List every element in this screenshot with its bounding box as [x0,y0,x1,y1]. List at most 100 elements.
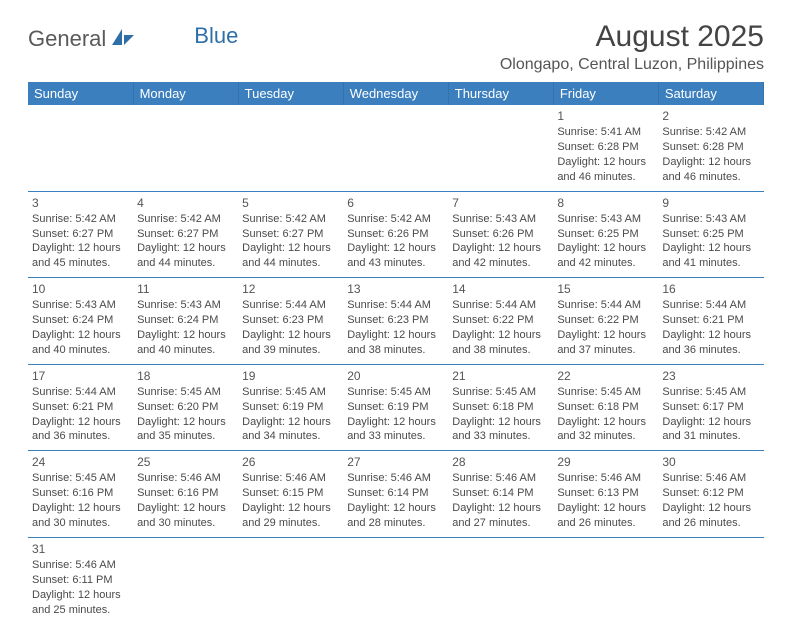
day-number: 29 [557,454,654,470]
calendar-empty [448,537,553,623]
sunset-line: Sunset: 6:23 PM [347,313,444,328]
day-number: 7 [452,195,549,211]
sunrise-line: Sunrise: 5:44 AM [347,298,444,313]
sunset-line: Sunset: 6:20 PM [137,400,234,415]
calendar-day: 6Sunrise: 5:42 AMSunset: 6:26 PMDaylight… [343,191,448,278]
day-number: 11 [137,281,234,297]
calendar-day: 16Sunrise: 5:44 AMSunset: 6:21 PMDayligh… [658,278,763,365]
calendar-week: 17Sunrise: 5:44 AMSunset: 6:21 PMDayligh… [28,364,764,451]
calendar-week: 10Sunrise: 5:43 AMSunset: 6:24 PMDayligh… [28,278,764,365]
sunset-line: Sunset: 6:13 PM [557,486,654,501]
sunrise-line: Sunrise: 5:43 AM [137,298,234,313]
weekday-header: Monday [133,82,238,105]
sunrise-line: Sunrise: 5:42 AM [137,212,234,227]
day-number: 9 [662,195,759,211]
daylight-line: Daylight: 12 hours and 42 minutes. [452,241,549,271]
sunset-line: Sunset: 6:28 PM [557,140,654,155]
sunrise-line: Sunrise: 5:45 AM [242,385,339,400]
daylight-line: Daylight: 12 hours and 38 minutes. [347,328,444,358]
sunrise-line: Sunrise: 5:46 AM [32,558,129,573]
month-title: August 2025 [500,20,764,54]
sunrise-line: Sunrise: 5:41 AM [557,125,654,140]
daylight-line: Daylight: 12 hours and 33 minutes. [347,415,444,445]
calendar-week: 24Sunrise: 5:45 AMSunset: 6:16 PMDayligh… [28,451,764,538]
sunrise-line: Sunrise: 5:43 AM [662,212,759,227]
calendar-day: 20Sunrise: 5:45 AMSunset: 6:19 PMDayligh… [343,364,448,451]
calendar-day: 26Sunrise: 5:46 AMSunset: 6:15 PMDayligh… [238,451,343,538]
sunrise-line: Sunrise: 5:42 AM [347,212,444,227]
day-number: 15 [557,281,654,297]
calendar-day: 12Sunrise: 5:44 AMSunset: 6:23 PMDayligh… [238,278,343,365]
calendar-empty [343,537,448,623]
calendar-day: 10Sunrise: 5:43 AMSunset: 6:24 PMDayligh… [28,278,133,365]
calendar-day: 15Sunrise: 5:44 AMSunset: 6:22 PMDayligh… [553,278,658,365]
daylight-line: Daylight: 12 hours and 30 minutes. [137,501,234,531]
calendar-day: 4Sunrise: 5:42 AMSunset: 6:27 PMDaylight… [133,191,238,278]
sunset-line: Sunset: 6:26 PM [347,227,444,242]
day-number: 12 [242,281,339,297]
weekday-header: Wednesday [343,82,448,105]
sunset-line: Sunset: 6:18 PM [452,400,549,415]
calendar-day: 31Sunrise: 5:46 AMSunset: 6:11 PMDayligh… [28,537,133,623]
daylight-line: Daylight: 12 hours and 42 minutes. [557,241,654,271]
sunrise-line: Sunrise: 5:44 AM [557,298,654,313]
day-number: 27 [347,454,444,470]
sunrise-line: Sunrise: 5:45 AM [452,385,549,400]
daylight-line: Daylight: 12 hours and 32 minutes. [557,415,654,445]
daylight-line: Daylight: 12 hours and 40 minutes. [137,328,234,358]
sunset-line: Sunset: 6:12 PM [662,486,759,501]
daylight-line: Daylight: 12 hours and 45 minutes. [32,241,129,271]
sunrise-line: Sunrise: 5:43 AM [32,298,129,313]
daylight-line: Daylight: 12 hours and 25 minutes. [32,588,129,618]
weekday-header-row: SundayMondayTuesdayWednesdayThursdayFrid… [28,82,764,105]
sunrise-line: Sunrise: 5:44 AM [452,298,549,313]
calendar-day: 27Sunrise: 5:46 AMSunset: 6:14 PMDayligh… [343,451,448,538]
daylight-line: Daylight: 12 hours and 29 minutes. [242,501,339,531]
title-block: August 2025 Olongapo, Central Luzon, Phi… [500,20,764,74]
calendar-empty [448,105,553,191]
sunrise-line: Sunrise: 5:46 AM [242,471,339,486]
day-number: 31 [32,541,129,557]
day-number: 4 [137,195,234,211]
daylight-line: Daylight: 12 hours and 46 minutes. [662,155,759,185]
daylight-line: Daylight: 12 hours and 30 minutes. [32,501,129,531]
daylight-line: Daylight: 12 hours and 46 minutes. [557,155,654,185]
calendar-day: 23Sunrise: 5:45 AMSunset: 6:17 PMDayligh… [658,364,763,451]
weekday-header: Sunday [28,82,133,105]
sunset-line: Sunset: 6:28 PM [662,140,759,155]
day-number: 8 [557,195,654,211]
day-number: 21 [452,368,549,384]
sunrise-line: Sunrise: 5:45 AM [557,385,654,400]
calendar-day: 29Sunrise: 5:46 AMSunset: 6:13 PMDayligh… [553,451,658,538]
sunset-line: Sunset: 6:27 PM [32,227,129,242]
sunrise-line: Sunrise: 5:46 AM [347,471,444,486]
calendar-week: 1Sunrise: 5:41 AMSunset: 6:28 PMDaylight… [28,105,764,191]
sunrise-line: Sunrise: 5:43 AM [452,212,549,227]
sunset-line: Sunset: 6:15 PM [242,486,339,501]
calendar-empty [343,105,448,191]
sunset-line: Sunset: 6:14 PM [347,486,444,501]
calendar-day: 30Sunrise: 5:46 AMSunset: 6:12 PMDayligh… [658,451,763,538]
calendar-day: 24Sunrise: 5:45 AMSunset: 6:16 PMDayligh… [28,451,133,538]
sunset-line: Sunset: 6:18 PM [557,400,654,415]
calendar-day: 1Sunrise: 5:41 AMSunset: 6:28 PMDaylight… [553,105,658,191]
sunset-line: Sunset: 6:22 PM [452,313,549,328]
calendar-empty [133,105,238,191]
sunset-line: Sunset: 6:21 PM [662,313,759,328]
day-number: 14 [452,281,549,297]
calendar-day: 21Sunrise: 5:45 AMSunset: 6:18 PMDayligh… [448,364,553,451]
sunrise-line: Sunrise: 5:45 AM [662,385,759,400]
daylight-line: Daylight: 12 hours and 31 minutes. [662,415,759,445]
daylight-line: Daylight: 12 hours and 28 minutes. [347,501,444,531]
sunset-line: Sunset: 6:16 PM [32,486,129,501]
calendar-day: 19Sunrise: 5:45 AMSunset: 6:19 PMDayligh… [238,364,343,451]
day-number: 6 [347,195,444,211]
sunrise-line: Sunrise: 5:42 AM [242,212,339,227]
sunrise-line: Sunrise: 5:45 AM [32,471,129,486]
calendar-week: 3Sunrise: 5:42 AMSunset: 6:27 PMDaylight… [28,191,764,278]
header: General Blue August 2025 Olongapo, Centr… [28,20,764,74]
day-number: 2 [662,108,759,124]
sunrise-line: Sunrise: 5:44 AM [662,298,759,313]
weekday-header: Tuesday [238,82,343,105]
calendar-table: SundayMondayTuesdayWednesdayThursdayFrid… [28,82,764,623]
